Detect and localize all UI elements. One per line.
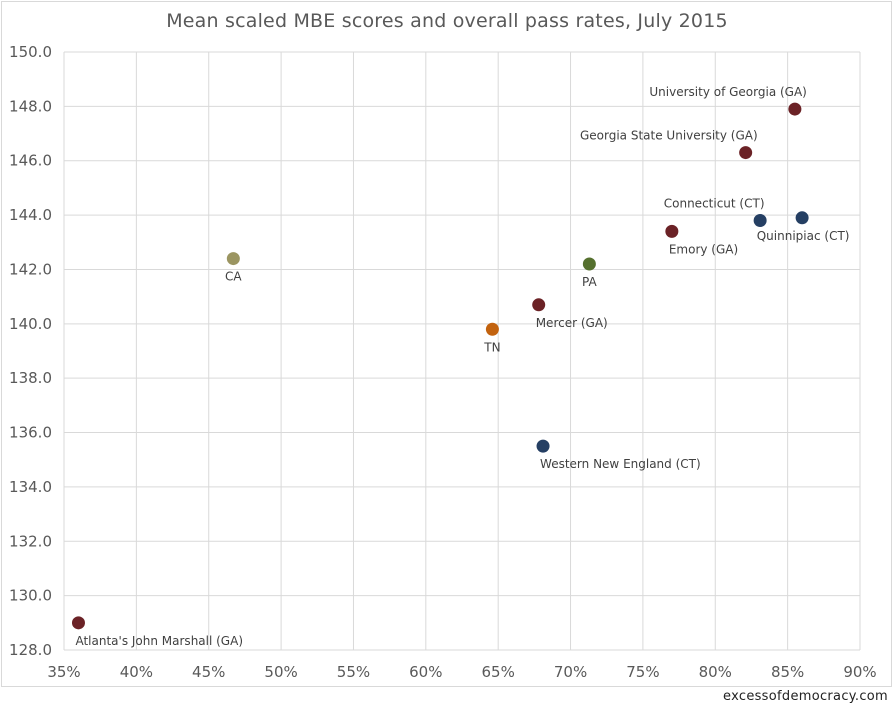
- data-point: [795, 211, 809, 225]
- y-tick-label: 140.0: [9, 315, 52, 333]
- point-labels: University of Georgia (GA) Georgia State …: [75, 85, 849, 648]
- data-point: [582, 257, 596, 271]
- data-point: [536, 439, 550, 453]
- x-tick-label: 90%: [843, 663, 876, 681]
- data-points: [71, 102, 809, 630]
- point-label: Atlanta's John Marshall (GA): [75, 634, 243, 648]
- x-tick-label: 55%: [337, 663, 370, 681]
- x-tick-label: 70%: [554, 663, 587, 681]
- point-label: University of Georgia (GA): [649, 85, 806, 99]
- x-tick-label: 45%: [192, 663, 225, 681]
- source-credit: excessofdemocracy.com: [723, 689, 888, 704]
- point-label: TN: [483, 340, 500, 354]
- data-point: [753, 214, 767, 228]
- point-label: CA: [225, 270, 242, 284]
- point-label: Emory (GA): [669, 242, 738, 256]
- y-tick-label: 148.0: [9, 97, 52, 115]
- y-tick-label: 136.0: [9, 424, 52, 442]
- y-axis-ticks: 128.0 130.0 132.0 134.0 136.0 138.0 140.0 142.0…: [9, 43, 52, 659]
- y-tick-label: 142.0: [9, 260, 52, 278]
- point-label: Quinnipiac (CT): [757, 229, 850, 243]
- point-label: Georgia State University (GA): [580, 129, 758, 143]
- data-point: [226, 252, 240, 266]
- data-point: [532, 298, 546, 312]
- y-tick-label: 150.0: [9, 43, 52, 61]
- x-axis-ticks: 35% 40% 45% 50% 55% 60% 65% 70% 75% 80% 85% 90%: [47, 663, 876, 681]
- point-label: Connecticut (CT): [664, 197, 765, 211]
- x-tick-label: 35%: [47, 663, 80, 681]
- data-point: [739, 146, 753, 160]
- point-label: Mercer (GA): [536, 316, 608, 330]
- y-tick-label: 146.0: [9, 152, 52, 170]
- point-label: Western New England (CT): [540, 457, 701, 471]
- scatter-plot: 128.0 130.0 132.0 134.0 136.0 138.0 140.0 142.0…: [9, 43, 877, 681]
- y-tick-label: 144.0: [9, 206, 52, 224]
- y-tick-label: 128.0: [9, 641, 52, 659]
- x-tick-label: 65%: [482, 663, 515, 681]
- data-point: [71, 616, 85, 630]
- data-point: [788, 102, 802, 116]
- y-tick-label: 130.0: [9, 587, 52, 605]
- y-tick-label: 138.0: [9, 369, 52, 387]
- x-tick-label: 75%: [626, 663, 659, 681]
- data-point: [485, 322, 499, 336]
- data-point: [665, 224, 679, 238]
- point-label: PA: [582, 275, 597, 289]
- y-tick-label: 134.0: [9, 478, 52, 496]
- x-tick-label: 50%: [264, 663, 297, 681]
- x-tick-label: 80%: [699, 663, 732, 681]
- gridlines: [63, 51, 861, 651]
- x-tick-label: 60%: [409, 663, 442, 681]
- x-tick-label: 40%: [120, 663, 153, 681]
- chart-frame: [1, 1, 892, 687]
- y-tick-label: 132.0: [9, 532, 52, 550]
- x-tick-label: 85%: [771, 663, 804, 681]
- chart-title: Mean scaled MBE scores and overall pass …: [166, 10, 728, 32]
